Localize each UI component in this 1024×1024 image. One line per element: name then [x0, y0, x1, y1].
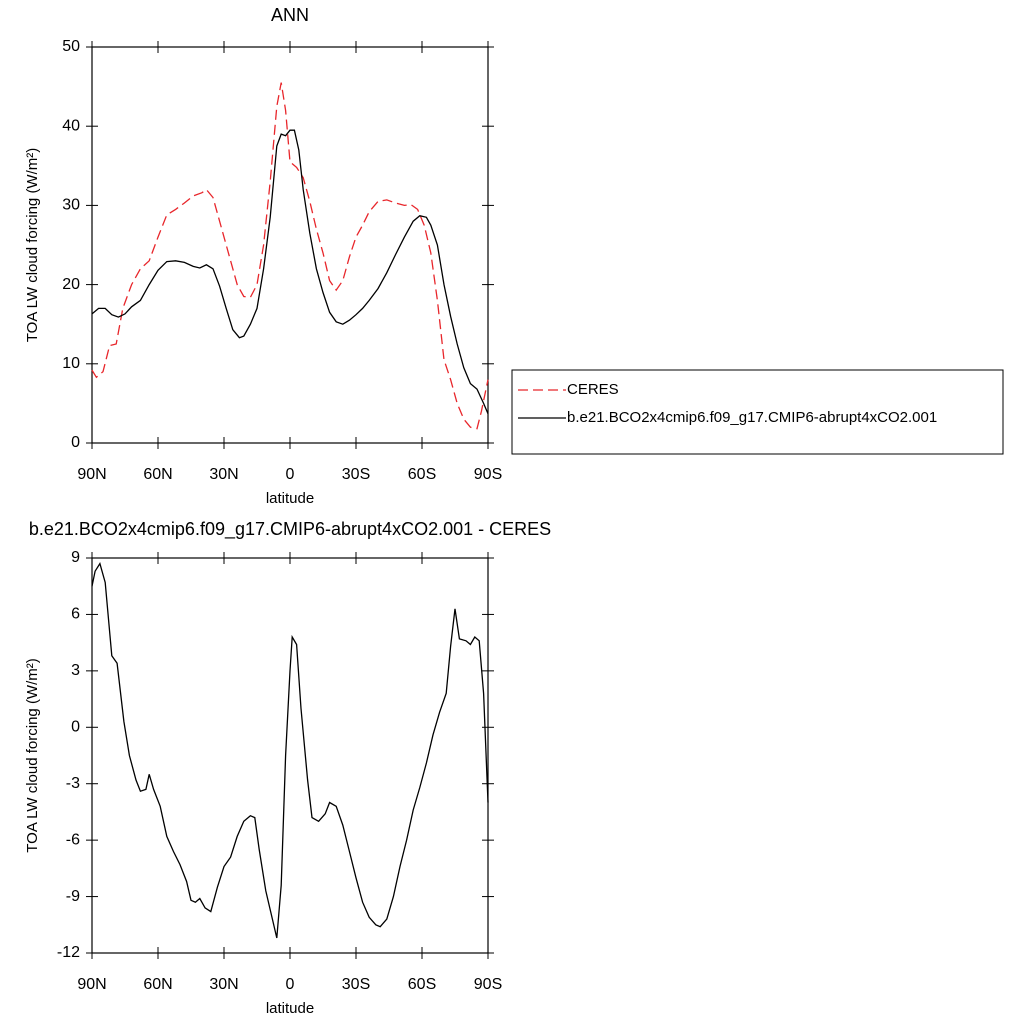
x-tick-label: 30N [209, 466, 238, 483]
y-tick-label: 30 [62, 197, 80, 214]
x-tick-label: 30S [342, 976, 370, 993]
x-tick-label: 60N [143, 976, 172, 993]
x-axis-label: latitude [266, 1000, 314, 1017]
legend-box [511, 369, 1004, 455]
y-tick-label: -12 [57, 944, 80, 961]
x-tick-label: 60S [408, 976, 436, 993]
x-tick-label: 60S [408, 466, 436, 483]
y-tick-label: 10 [62, 355, 80, 372]
y-tick-label: 0 [71, 719, 80, 736]
y-tick-label: -3 [66, 775, 80, 792]
y-tick-label: 50 [62, 38, 80, 55]
y-axis-label: TOA LW cloud forcing (W/m²) [24, 148, 41, 342]
x-tick-label: 30S [342, 466, 370, 483]
x-tick-label: 0 [286, 466, 295, 483]
legend-label: b.e21.BCO2x4cmip6.f09_g17.CMIP6-abrupt4x… [567, 409, 937, 426]
x-tick-label: 90S [474, 976, 502, 993]
chart-title: ANN [271, 5, 309, 25]
chart-title: b.e21.BCO2x4cmip6.f09_g17.CMIP6-abrupt4x… [29, 519, 551, 540]
plot-frame [91, 46, 489, 444]
x-tick-label: 60N [143, 466, 172, 483]
y-axis-label: TOA LW cloud forcing (W/m²) [24, 658, 41, 852]
series-line [91, 562, 489, 939]
x-tick-label: 90S [474, 466, 502, 483]
x-tick-label: 90N [77, 976, 106, 993]
series-line [91, 129, 489, 414]
y-tick-label: 0 [71, 434, 80, 451]
x-tick-label: 90N [77, 466, 106, 483]
x-tick-label: 30N [209, 976, 238, 993]
series-line [91, 82, 489, 430]
y-tick-label: 40 [62, 117, 80, 134]
y-tick-label: -9 [66, 888, 80, 905]
y-tick-label: 3 [71, 662, 80, 679]
y-tick-label: 9 [71, 549, 80, 566]
y-tick-label: 20 [62, 276, 80, 293]
x-tick-label: 0 [286, 976, 295, 993]
x-axis-label: latitude [266, 490, 314, 507]
legend-label: CERES [567, 381, 619, 398]
y-tick-label: -6 [66, 831, 80, 848]
y-tick-label: 6 [71, 606, 80, 623]
